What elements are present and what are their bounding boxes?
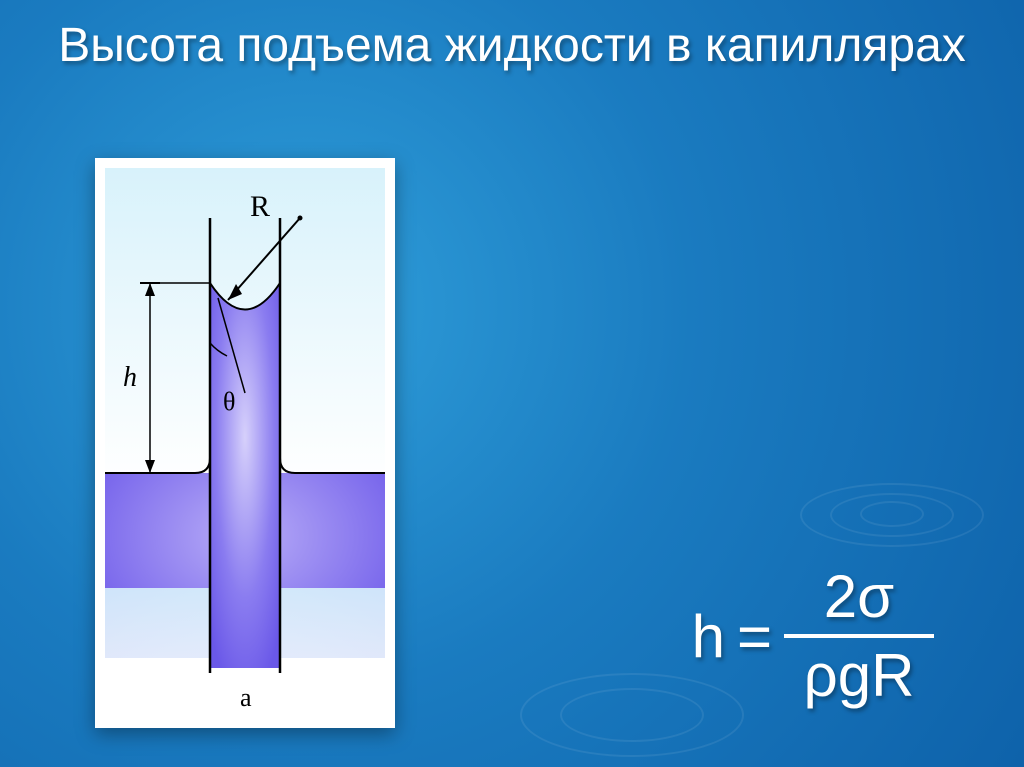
diagram-sublabel: a: [240, 683, 252, 712]
formula-fraction: 2σ ρgR: [784, 565, 934, 707]
capillary-svg: h R θ a: [95, 158, 395, 728]
capillary-diagram: h R θ a: [95, 158, 395, 728]
theta-label: θ: [223, 387, 235, 416]
h-label: h: [123, 362, 137, 393]
slide-title: Высота подъема жидкости в капиллярах: [0, 18, 1024, 73]
formula-numerator: 2σ: [824, 565, 894, 628]
r-label: R: [250, 190, 270, 223]
formula-lhs: h: [692, 602, 725, 671]
formula-denominator: ρgR: [804, 644, 915, 707]
decorative-ripple: [560, 688, 704, 742]
capillary-liquid: [210, 283, 280, 668]
decorative-ripple: [860, 501, 924, 527]
slide: Высота подъема жидкости в капиллярах: [0, 0, 1024, 767]
formula: h = 2σ ρgR: [692, 565, 934, 707]
formula-eq: =: [737, 602, 772, 671]
fraction-bar: [784, 634, 934, 638]
